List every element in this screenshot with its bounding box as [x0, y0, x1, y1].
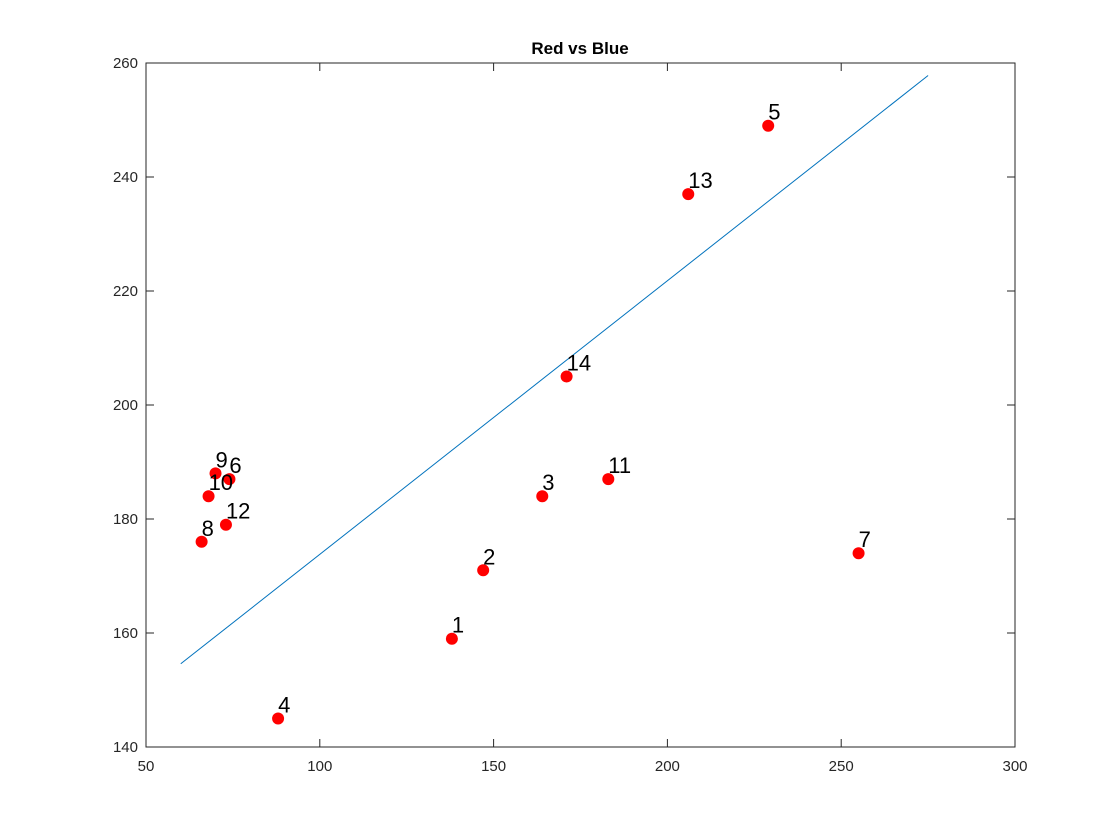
y-tick-label: 160	[113, 625, 138, 642]
x-tick-label: 300	[1002, 758, 1027, 775]
x-tick-label: 250	[829, 758, 854, 775]
data-point	[762, 119, 775, 132]
data-point	[682, 188, 695, 201]
x-tick-label: 100	[307, 758, 332, 775]
point-label: 14	[567, 351, 591, 376]
point-label: 10	[209, 470, 233, 495]
fit-line-layer	[180, 75, 929, 665]
x-tick-label: 50	[138, 758, 155, 775]
data-point	[560, 370, 573, 383]
point-label: 7	[859, 527, 871, 552]
point-label: 3	[542, 470, 554, 495]
data-point	[195, 535, 208, 548]
data-point	[209, 467, 222, 480]
point-label: 9	[216, 447, 228, 472]
y-tick-label: 140	[113, 739, 138, 756]
data-point	[272, 712, 285, 725]
point-label: 6	[229, 453, 241, 478]
data-point	[223, 473, 236, 486]
point-label: 8	[202, 516, 214, 541]
y-tick-label: 180	[113, 511, 138, 528]
y-tick-label: 220	[113, 283, 138, 300]
data-point	[219, 518, 232, 531]
x-tick-label: 150	[481, 758, 506, 775]
data-point	[536, 490, 549, 503]
y-tick-label: 200	[113, 397, 138, 414]
axes-layer: 50 100 150 200 250 300 140 160 180 200 220 240 260	[113, 55, 1028, 775]
fit-line	[180, 75, 929, 665]
point-label: 5	[768, 100, 780, 125]
data-point	[852, 547, 865, 560]
data-point	[602, 473, 615, 486]
y-tick-label: 240	[113, 169, 138, 186]
x-tick-label: 200	[655, 758, 680, 775]
point-label: 13	[688, 168, 712, 193]
point-label: 1	[452, 613, 464, 638]
plot-background	[146, 63, 1015, 747]
point-label: 2	[483, 544, 495, 569]
data-point	[477, 564, 490, 577]
data-point	[202, 490, 215, 503]
point-label: 11	[608, 453, 631, 478]
point-label: 12	[226, 499, 250, 524]
data-point	[445, 632, 458, 645]
chart-title: Red vs Blue	[531, 39, 628, 58]
points-layer	[195, 119, 865, 725]
point-label: 4	[278, 693, 290, 718]
y-tick-label: 260	[113, 55, 138, 72]
